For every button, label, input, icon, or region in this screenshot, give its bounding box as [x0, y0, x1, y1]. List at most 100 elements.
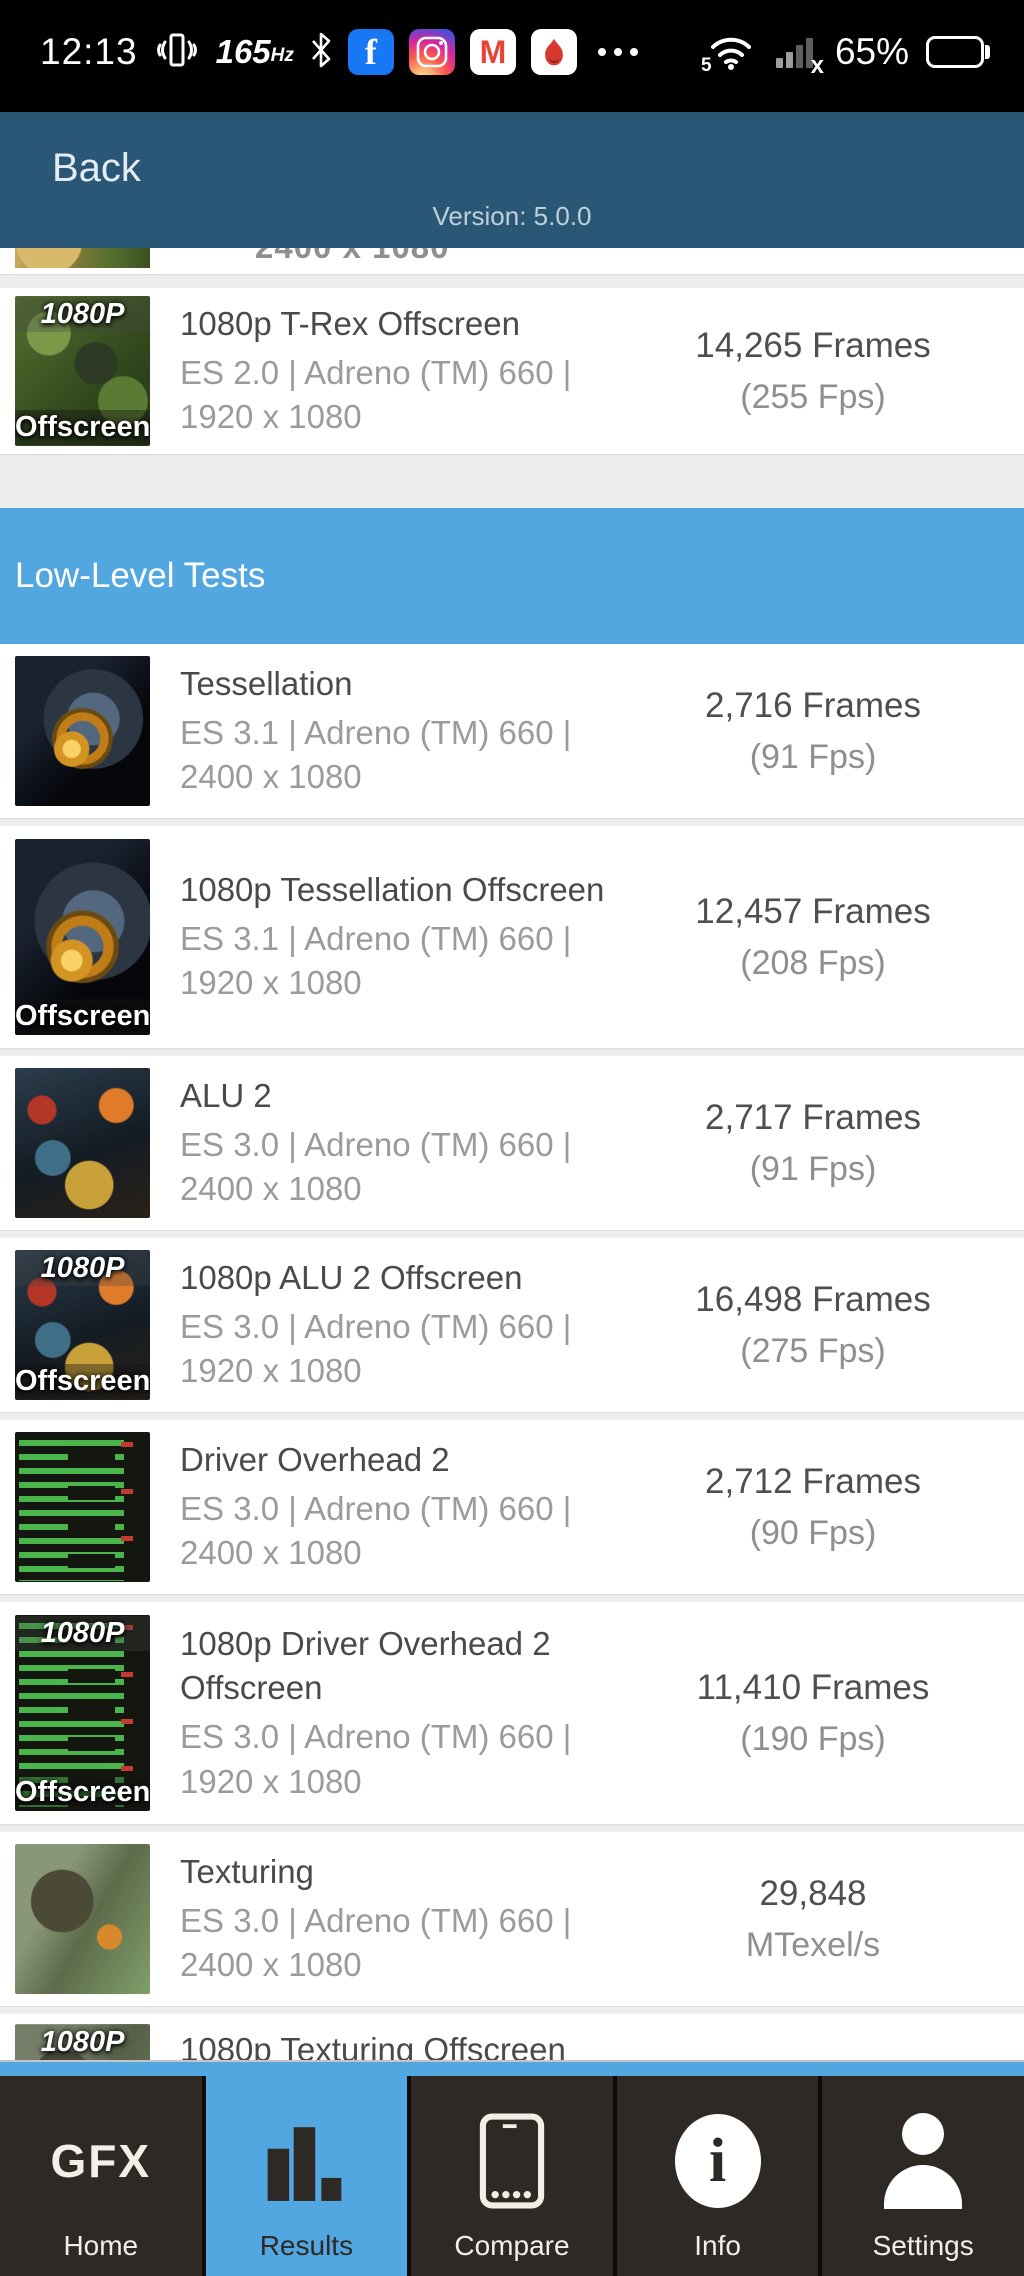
test-config: ES 3.1 | Adreno (TM) 660 | 2400 x 1080 [180, 713, 572, 796]
test-row-tessellation-offscreen[interactable]: Offscreen 1080p Tessellation Offscreen E… [0, 826, 1024, 1048]
test-result: 2,716 Frames (91 Fps) [614, 686, 1012, 777]
test-name: ALU 2 [180, 1077, 272, 1115]
status-bar: 12:13 165 Hz f M 5 x 65% [0, 0, 1024, 112]
test-info: ALU 2 ES 3.0 | Adreno (TM) 660 | 2400 x … [180, 1074, 614, 1212]
test-config: ES 3.1 | Adreno (TM) 660 | 1920 x 1080 [180, 919, 572, 1002]
test-name: Tessellation [180, 665, 353, 703]
divider [0, 1230, 1024, 1238]
result-throughput: 29,848 [759, 1873, 867, 1913]
vibrate-icon [153, 32, 201, 73]
test-result: 11,410 Frames (190 Fps) [614, 1668, 1012, 1759]
t-rex-jungle-thumbnail [15, 248, 150, 268]
smartphone-icon [475, 2106, 549, 2216]
test-config: ES 2.0 | Adreno (TM) 660 | 1920 x 1080 [180, 353, 572, 436]
test-row-trex-offscreen[interactable]: 1080P Offscreen 1080p T-Rex Offscreen ES … [0, 288, 1024, 454]
tab-info[interactable]: i Info [616, 2076, 819, 2276]
tab-home[interactable]: GFX Home [0, 2076, 202, 2276]
test-info: Driver Overhead 2 ES 3.0 | Adreno (TM) 6… [180, 1438, 614, 1576]
test-name: 1080p T-Rex Offscreen [180, 305, 520, 343]
signal-bars-icon: x [774, 32, 824, 79]
tab-label: Results [259, 2230, 354, 2261]
result-fps: (275 Fps) [740, 1331, 886, 1370]
tab-settings[interactable]: Settings [822, 2076, 1024, 2276]
person-icon [883, 2106, 963, 2216]
tab-label: Compare [454, 2230, 570, 2261]
result-fps: (190 Fps) [740, 1719, 886, 1758]
test-result: 14,265 Frames (255 Fps) [614, 326, 1012, 417]
result-fps: (91 Fps) [749, 1149, 877, 1188]
test-info: 1080p T-Rex Offscreen ES 2.0 | Adreno (T… [180, 302, 614, 440]
divider [0, 274, 1024, 288]
more-notifications-icon [597, 48, 638, 56]
test-info: 1080p Texturing Offscreen [180, 2022, 614, 2073]
partially-hidden-row-top[interactable]: 2400 x 1080 [0, 248, 1024, 274]
result-fps: (255 Fps) [740, 377, 886, 416]
test-row-tessellation[interactable]: Tessellation ES 3.1 | Adreno (TM) 660 | … [0, 644, 1024, 818]
version-label: Version: 5.0.0 [432, 201, 592, 231]
tessellation-thumbnail [15, 656, 150, 806]
test-config: ES 3.0 | Adreno (TM) 660 | 2400 x 1080 [180, 1489, 572, 1572]
test-config: ES 3.0 | Adreno (TM) 660 | 1920 x 1080 [180, 1718, 572, 1800]
test-result: 2,717 Frames (91 Fps) [614, 1098, 1012, 1189]
thumbnail-offscreen-badge: Offscreen [15, 1775, 150, 1810]
tab-label: Info [694, 2230, 741, 2261]
divider [0, 1824, 1024, 1832]
test-row-driver-overhead2[interactable]: Driver Overhead 2 ES 3.0 | Adreno (TM) 6… [0, 1420, 1024, 1594]
test-name: 1080p Texturing Offscreen [180, 2031, 566, 2068]
thumbnail-1080p-badge: 1080P [15, 1251, 150, 1286]
test-config-fragment: 2400 x 1080 [255, 248, 450, 266]
divider [0, 1412, 1024, 1420]
result-frames: 16,498 Frames [695, 1279, 931, 1319]
test-row-alu2-offscreen[interactable]: 1080P Offscreen 1080p ALU 2 Offscreen ES … [0, 1238, 1024, 1412]
thumbnail-offscreen-badge: Offscreen [15, 1364, 150, 1399]
test-row-alu2[interactable]: ALU 2 ES 3.0 | Adreno (TM) 660 | 2400 x … [0, 1056, 1024, 1230]
bluetooth-icon [309, 31, 333, 74]
test-result: 16,498 Frames (275 Fps) [614, 1280, 1012, 1371]
alu-city-thumbnail: 1080P Offscreen [15, 1250, 150, 1400]
test-config: ES 3.0 | Adreno (TM) 660 | 1920 x 1080 [180, 1307, 572, 1390]
wifi-icon: 5 [701, 31, 757, 76]
app-header: Back Version: 5.0.0 [0, 112, 1024, 248]
test-info: 1080p ALU 2 Offscreen ES 3.0 | Adreno (T… [180, 1256, 614, 1394]
test-config: ES 3.0 | Adreno (TM) 660 | 2400 x 1080 [180, 1125, 572, 1208]
test-config: ES 3.0 | Adreno (TM) 660 | 2400 x 1080 [180, 1901, 572, 1984]
test-result: 2,712 Frames (90 Fps) [614, 1462, 1012, 1553]
result-frames: 11,410 Frames [696, 1667, 930, 1707]
divider [0, 1048, 1024, 1056]
battery-percent: 65% [834, 31, 909, 72]
divider [0, 2006, 1024, 2014]
texturing-trex-thumbnail [15, 1844, 150, 1994]
gfx-logo: GFX [50, 2135, 152, 2187]
result-fps: (90 Fps) [749, 1513, 877, 1552]
result-frames: 12,457 Frames [695, 891, 931, 931]
test-info: Texturing ES 3.0 | Adreno (TM) 660 | 240… [180, 1850, 614, 1988]
info-icon: i [674, 2106, 761, 2216]
test-name: Texturing [180, 1853, 314, 1891]
result-unit: MTexel/s [745, 1925, 881, 1964]
thumbnail-1080p-badge: 1080P [15, 1616, 150, 1651]
tab-label: Home [63, 2230, 139, 2261]
no-service-mark: x [810, 52, 824, 79]
tessellation-thumbnail: Offscreen [15, 839, 150, 1035]
result-fps: (208 Fps) [740, 943, 886, 982]
test-row-texturing[interactable]: Texturing ES 3.0 | Adreno (TM) 660 | 240… [0, 1832, 1024, 2006]
result-fps: (91 Fps) [749, 737, 877, 776]
battery-icon [926, 36, 990, 68]
refresh-rate-indicator: 165 Hz [215, 33, 294, 70]
thumbnail-1080p-badge: 1080P [15, 2025, 150, 2060]
tab-compare[interactable]: Compare [411, 2076, 613, 2276]
clock: 12:13 [40, 31, 138, 72]
test-name: 1080p ALU 2 Offscreen [180, 1259, 523, 1297]
driver-overhead-bars-thumbnail [15, 1432, 150, 1582]
thumbnail-offscreen-badge: Offscreen [15, 999, 150, 1034]
wifi-generation-badge: 5 [700, 55, 712, 76]
test-name: Driver Overhead 2 [180, 1441, 450, 1479]
section-title: Low-Level Tests [15, 556, 266, 595]
test-result: 29,848 MTexel/s [614, 1874, 1012, 1965]
test-info: 1080p Tessellation Offscreen ES 3.1 | Ad… [180, 868, 614, 1006]
thumbnail-1080p-badge: 1080P [15, 297, 150, 332]
tab-results[interactable]: Results [205, 2076, 408, 2276]
test-row-driver-overhead2-offscreen[interactable]: 1080P Offscreen 1080p Driver Overhead 2 O… [0, 1602, 1024, 1824]
back-button[interactable]: Back [52, 146, 141, 190]
